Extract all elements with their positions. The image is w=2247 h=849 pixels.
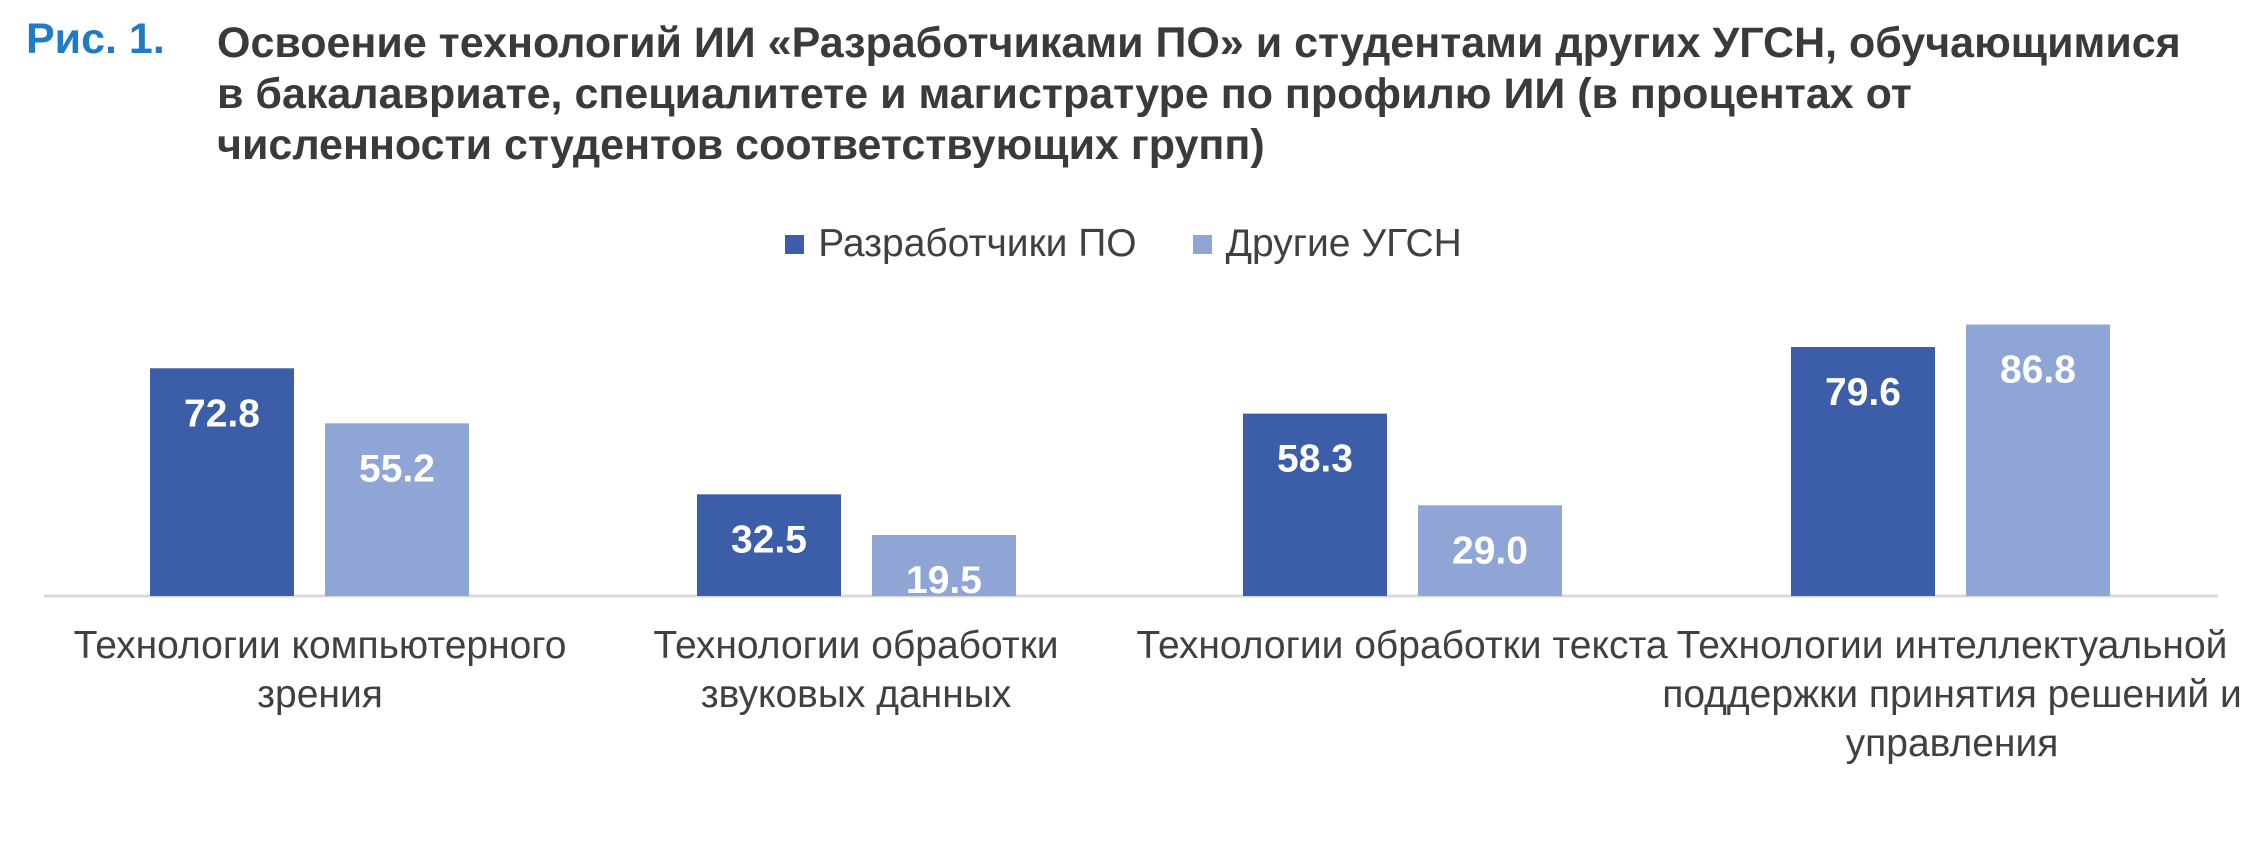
bar-series-1-category-4	[1791, 347, 1935, 596]
legend-swatch-series-2	[1192, 234, 1212, 254]
figure-title: Освоение технологий ИИ «Разработчиками П…	[217, 19, 2181, 170]
category-label-2: Технологии обработки звуковых данных	[653, 624, 1059, 716]
bar-series-1-category-2	[697, 494, 841, 596]
category-label-4: Технологии интеллектуальной поддержки пр…	[1662, 624, 2242, 765]
data-label-series-2-category-1: 55.2	[359, 447, 435, 490]
chart-legend: Разработчики ПО Другие УГСН	[0, 222, 2247, 266]
bar-series-2-category-3	[1418, 505, 1562, 596]
bar-series-2-category-4	[1966, 324, 2110, 596]
bar-series-2-category-2	[872, 535, 1016, 596]
bar-series-1-category-1	[150, 368, 294, 596]
legend-label-series-2: Другие УГСН	[1225, 222, 1462, 265]
data-label-series-2-category-2: 19.5	[906, 559, 982, 602]
bar-series-2-category-1	[325, 423, 469, 596]
data-label-series-1-category-1: 72.8	[184, 392, 260, 435]
legend-label-series-1: Разработчики ПО	[818, 222, 1137, 265]
data-label-series-2-category-4: 86.8	[2000, 348, 2076, 391]
bar-series-1-category-3	[1243, 413, 1387, 596]
figure-label: Рис. 1.	[26, 15, 165, 63]
legend-swatch-series-1	[785, 234, 805, 254]
data-label-series-2-category-3: 29.0	[1452, 529, 1528, 572]
data-label-series-1-category-2: 32.5	[731, 518, 807, 561]
legend-item-series-1: Разработчики ПО	[785, 222, 1137, 266]
category-label-3: Технологии обработки текста	[1136, 624, 1668, 667]
data-label-series-1-category-3: 58.3	[1277, 438, 1353, 481]
legend-item-series-2: Другие УГСН	[1192, 222, 1462, 266]
data-label-series-1-category-4: 79.6	[1825, 371, 1901, 414]
category-label-1: Технологии компьютерного зрения	[73, 624, 567, 716]
